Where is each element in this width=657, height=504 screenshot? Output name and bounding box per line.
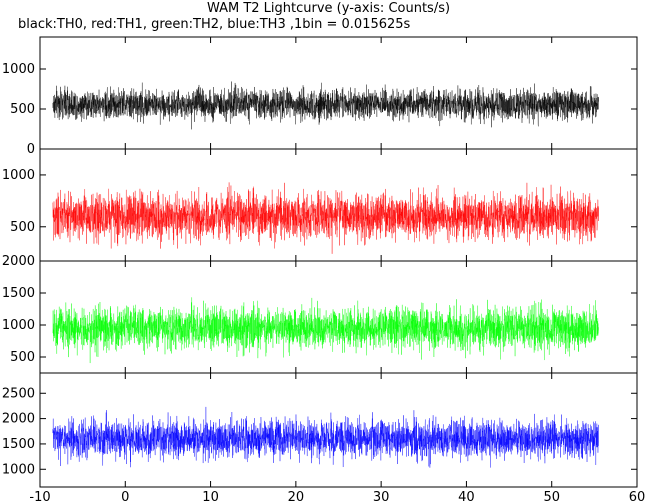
y-tick-label: 500	[10, 220, 35, 235]
x-tick-label: 40	[458, 490, 475, 504]
chart-title: WAM T2 Lightcurve (y-axis: Counts/s)	[206, 1, 451, 16]
y-tick-label: 1000	[2, 168, 35, 183]
x-tick-label: 10	[202, 490, 219, 504]
x-tick-label: 60	[629, 490, 646, 504]
x-tick-label: -10	[29, 490, 50, 504]
x-tick-label: 20	[288, 490, 305, 504]
y-tick-label: 1000	[2, 62, 35, 77]
panel-frame	[39, 372, 638, 488]
y-tick-label: 500	[10, 350, 35, 365]
panel-th3: 1000 1500 2000 2500	[2, 372, 638, 488]
panel-th1: 500 1000	[2, 148, 638, 262]
y-tick-label: 500	[10, 102, 35, 117]
y-tick-label: 1500	[2, 286, 35, 301]
x-tick-label: 50	[543, 490, 560, 504]
series-line-th1	[52, 182, 599, 254]
x-tick-label: 0	[121, 490, 129, 504]
x-axis: -10 0 10 20 30 40 50 60	[29, 490, 645, 504]
y-tick-label: 2000	[2, 254, 35, 269]
y-tick-label: 2000	[2, 412, 35, 427]
y-tick-label: 1000	[2, 318, 35, 333]
series-line-th0	[52, 81, 599, 130]
series-line-th2	[52, 297, 599, 364]
panel-th2: 500 1000 1500 2000	[2, 254, 638, 374]
y-tick-label: 1500	[2, 437, 35, 452]
panels-layer: 0 500 1000 500 1000 500 1000 1500 2000 1000 1500 20…	[2, 36, 638, 488]
panel-th0: 0 500 1000	[2, 36, 638, 157]
panel-frame	[39, 260, 638, 374]
y-tick-label: 1000	[2, 462, 35, 477]
panel-frame	[39, 36, 638, 150]
y-tick-label: 0	[27, 142, 35, 157]
series-line-th3	[52, 406, 599, 468]
y-tick-label: 2500	[2, 386, 35, 401]
x-tick-label: 30	[373, 490, 390, 504]
chart-subtitle: black:TH0, red:TH1, green:TH2, blue:TH3 …	[18, 17, 411, 32]
